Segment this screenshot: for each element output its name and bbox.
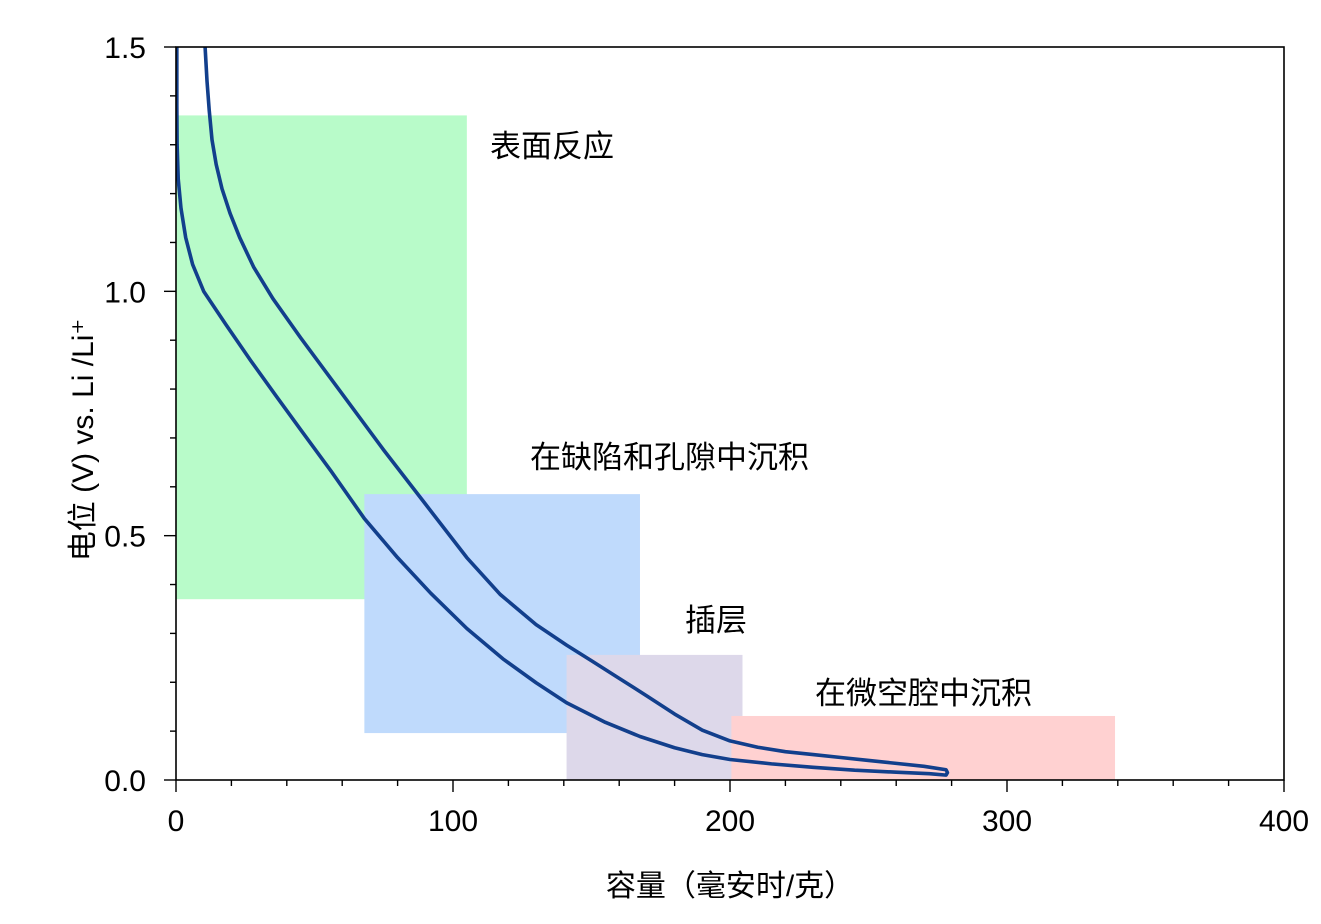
x-tick-label: 300 <box>982 805 1032 838</box>
region-layer <box>176 115 1116 780</box>
potential-capacity-curve <box>176 47 950 777</box>
axes: 0 100 200 300 400 0.0 0.5 1.0 1.5 <box>104 32 1309 838</box>
region-label: 表面反应 <box>490 129 614 164</box>
x-tick-label: 100 <box>428 805 478 838</box>
region-label: 在缺陷和孔隙中沉积 <box>530 440 809 475</box>
curve-layer <box>176 47 950 777</box>
x-tick-label: 400 <box>1259 805 1309 838</box>
y-tick-label: 1.5 <box>104 32 146 65</box>
y-tick-label: 0.0 <box>104 765 146 798</box>
y-axis-title: 电位 (V) vs. Li /Li⁺ <box>67 319 100 562</box>
x-axis-title: 容量（毫安时/克） <box>606 870 854 903</box>
region-label: 插层 <box>685 603 747 638</box>
region-box <box>731 715 1116 780</box>
y-tick-label: 0.5 <box>104 521 146 554</box>
region-label: 在微空腔中沉积 <box>815 676 1032 711</box>
x-tick-label: 200 <box>705 805 755 838</box>
y-tick-label: 1.0 <box>104 276 146 309</box>
x-tick-label: 0 <box>168 805 185 838</box>
